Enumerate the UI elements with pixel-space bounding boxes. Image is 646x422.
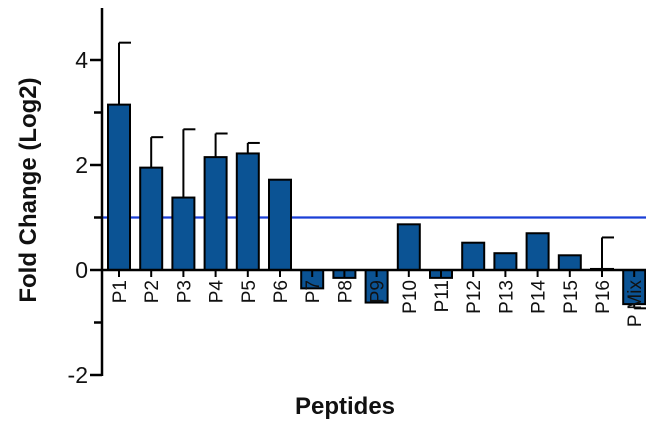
x-tick-label: P4 [207,280,228,304]
bar-p12 [461,241,486,271]
bar-p2 [139,166,164,271]
bar-p13 [493,252,518,271]
x-tick-label: P8 [335,280,356,303]
x-tick-label: P7 [303,280,324,303]
y-ticks-layer: -2 0 2 4 [68,47,89,388]
y-axis-label: Fold Change (Log2) [15,77,42,302]
x-tick-label: P5 [239,280,260,303]
x-axis-label: Peptides [295,393,395,420]
bar-p3 [171,196,196,271]
x-tick-label: P2 [142,280,163,303]
x-tick-label: P3 [174,280,195,303]
x-tick-label: P13 [496,280,517,314]
x-tick-label: P16 [593,280,614,314]
x-tick-label: P10 [400,280,421,314]
y-tick-label: 2 [75,152,88,178]
bar-p10 [396,223,421,271]
x-tick-label: P Mix [625,280,646,328]
y-tick-label: -2 [68,362,88,388]
x-ticks-layer: P1 P2 P3 P4 P5 P6 P7 P8 P9 P10 P11 P12 P13 P14 P15 P16 P… [110,280,646,328]
x-tick-label: P1 [110,280,131,303]
x-tick-label: P6 [271,280,292,303]
bar-p1 [107,103,131,271]
axes-layer [90,8,646,377]
bar-p4 [203,156,228,271]
bar-p14 [525,232,550,271]
y-tick-label: 4 [75,47,88,73]
y-tick-label: 0 [75,257,88,283]
bar-p15 [557,254,582,272]
x-tick-label: P9 [368,280,389,303]
x-tick-label: P12 [464,280,485,314]
bar-p5 [235,152,260,271]
x-tick-label: P14 [529,280,550,314]
bar-p6 [268,178,292,271]
x-tick-label: P15 [561,280,582,314]
bars-layer [107,41,646,310]
x-tick-label: P11 [432,280,453,312]
